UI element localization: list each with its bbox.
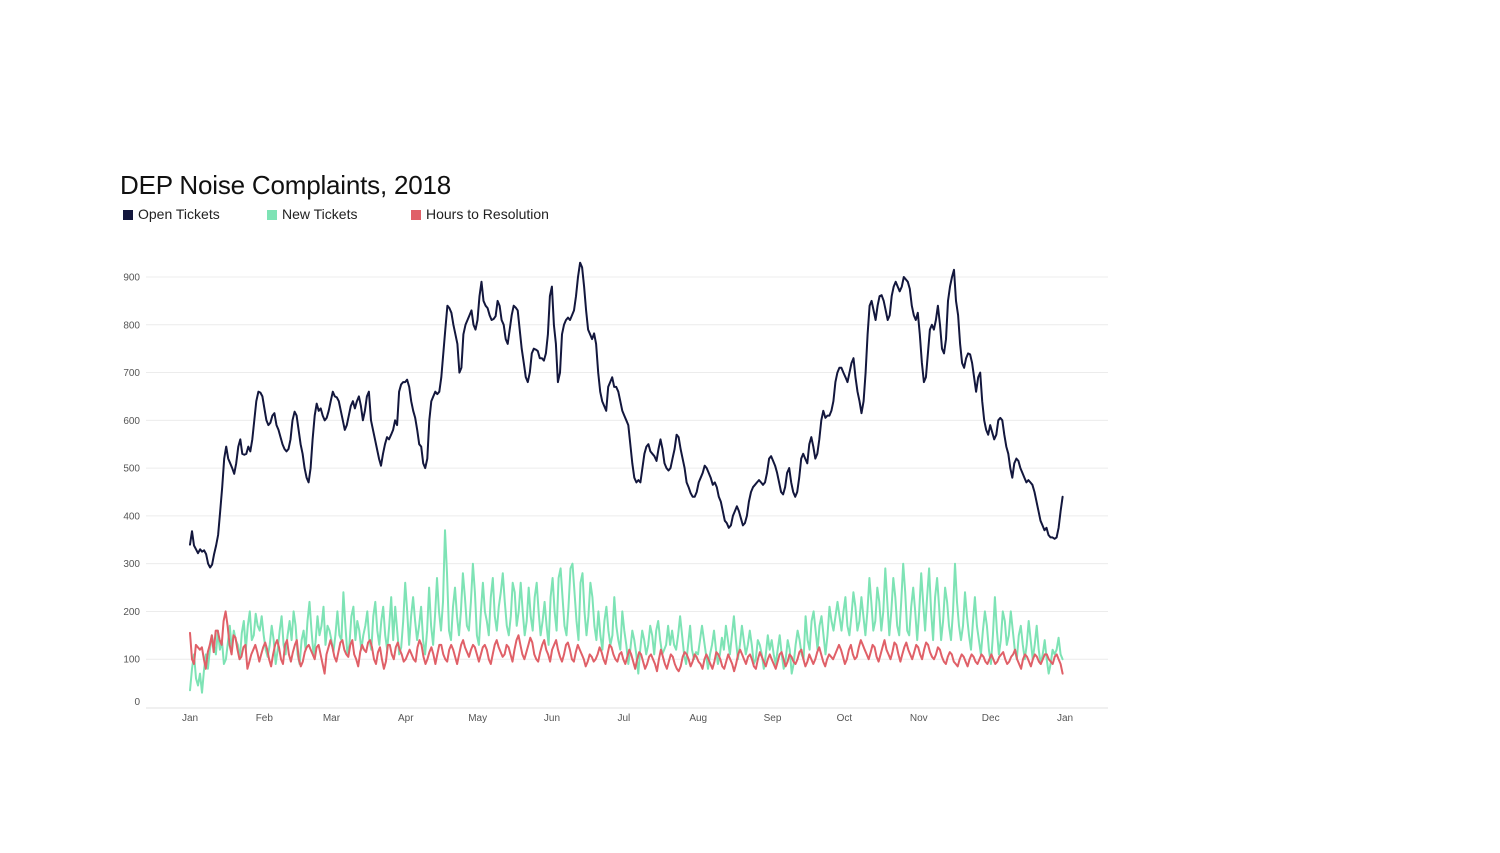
x-tick-label-jan: Jan: [182, 713, 198, 724]
chart-title: DEP Noise Complaints, 2018: [120, 170, 452, 200]
y-tick-label-700: 700: [123, 368, 140, 379]
legend-swatch-open-tickets: [123, 210, 133, 220]
x-tick-label-oct: Oct: [837, 713, 853, 724]
y-tick-label-300: 300: [123, 559, 140, 570]
y-tick-label-100: 100: [123, 655, 140, 666]
x-tick-label-dec: Dec: [982, 713, 1000, 724]
legend-item-new-tickets: New Tickets: [267, 205, 357, 223]
series-line-new-tickets: [189, 529, 1064, 694]
legend-label-hours-to-resolution: Hours to Resolution: [426, 206, 549, 222]
x-tick-label-jun: Jun: [544, 713, 560, 724]
x-tick-label-apr: Apr: [398, 713, 414, 724]
x-tick-label-may: May: [468, 713, 487, 724]
legend-item-open-tickets: Open Tickets: [123, 205, 220, 223]
legend-label-new-tickets: New Tickets: [282, 206, 358, 222]
legend-swatch-hours-to-resolution: [411, 210, 421, 220]
x-tick-label-jul: Jul: [618, 713, 631, 724]
legend-label-open-tickets: Open Tickets: [138, 206, 220, 222]
y-tick-label-0: 0: [134, 697, 140, 708]
x-tick-label-mar: Mar: [323, 713, 341, 724]
y-tick-label-800: 800: [123, 320, 140, 331]
legend-swatch-new-tickets: [267, 210, 277, 220]
series-line-open-tickets: [189, 261, 1064, 569]
x-tick-label-nov: Nov: [910, 713, 928, 724]
y-tick-label-200: 200: [123, 607, 140, 618]
y-tick-label-400: 400: [123, 511, 140, 522]
legend-item-hours-to-resolution: Hours to Resolution: [411, 205, 549, 223]
x-tick-label-aug: Aug: [689, 713, 707, 724]
y-tick-label-500: 500: [123, 464, 140, 475]
y-tick-label-900: 900: [123, 273, 140, 284]
x-tick-label-jan-next: Jan: [1057, 713, 1073, 724]
x-tick-label-sep: Sep: [764, 713, 782, 724]
x-tick-label-feb: Feb: [256, 713, 274, 724]
series-line-hours-to-resolution: [189, 610, 1064, 675]
y-tick-label-600: 600: [123, 416, 140, 427]
